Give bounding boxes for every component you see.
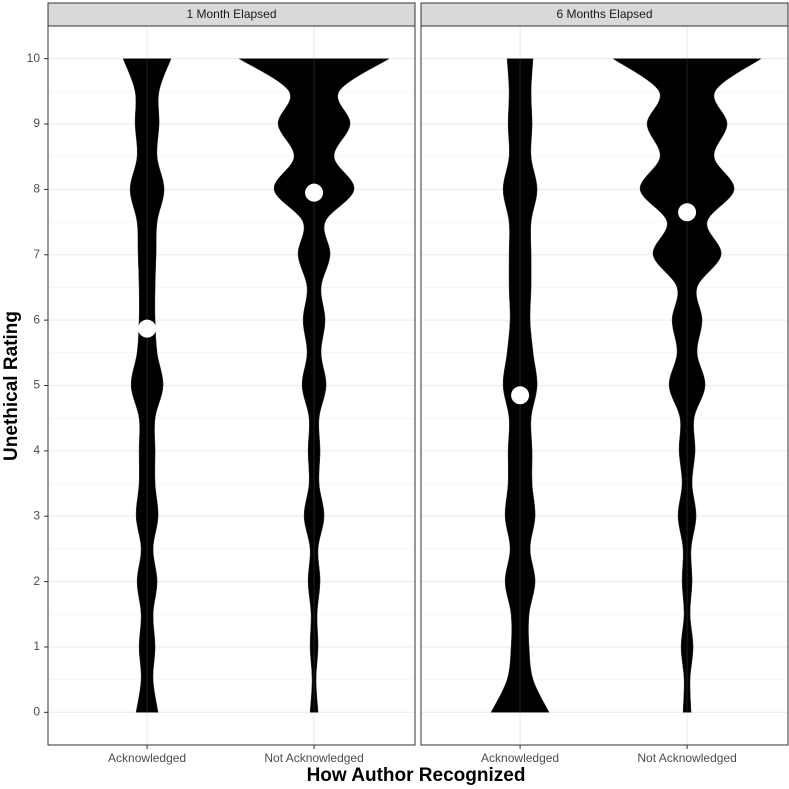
x-tick-label: Acknowledged (481, 751, 559, 765)
violin-half (122, 58, 148, 713)
violin-half (238, 58, 315, 713)
y-tick-label: 9 (33, 116, 40, 130)
y-tick-label: 3 (33, 508, 40, 522)
y-tick-label: 7 (33, 247, 40, 261)
violin-half (519, 58, 550, 713)
violin-half (686, 58, 762, 713)
violin-half (313, 58, 390, 713)
violin-half (146, 58, 172, 713)
x-axis-title: How Author Recognized (307, 765, 526, 786)
strip-title: 1 Month Elapsed (186, 7, 276, 21)
mean-point (138, 319, 157, 338)
y-tick-label: 2 (33, 574, 40, 588)
y-tick-label: 5 (33, 378, 40, 392)
mean-point (305, 183, 324, 202)
strip (420, 2, 789, 27)
y-tick-label: 6 (33, 312, 40, 326)
y-tick-label: 4 (33, 443, 40, 457)
mean-point (678, 203, 697, 222)
strip (47, 2, 416, 27)
y-tick-label: 10 (27, 51, 41, 65)
x-tick-label: Not Acknowledged (637, 751, 736, 765)
strip-title: 6 Months Elapsed (556, 7, 652, 21)
violin-half (490, 58, 521, 713)
y-tick-label: 0 (33, 704, 40, 718)
y-tick-label: 8 (33, 182, 40, 196)
x-tick-label: Acknowledged (108, 751, 186, 765)
x-tick-label: Not Acknowledged (264, 751, 363, 765)
violin-half (612, 58, 688, 713)
mean-point (511, 386, 530, 405)
y-tick-label: 1 (33, 639, 40, 653)
y-axis-title: Unethical Rating (1, 311, 22, 461)
